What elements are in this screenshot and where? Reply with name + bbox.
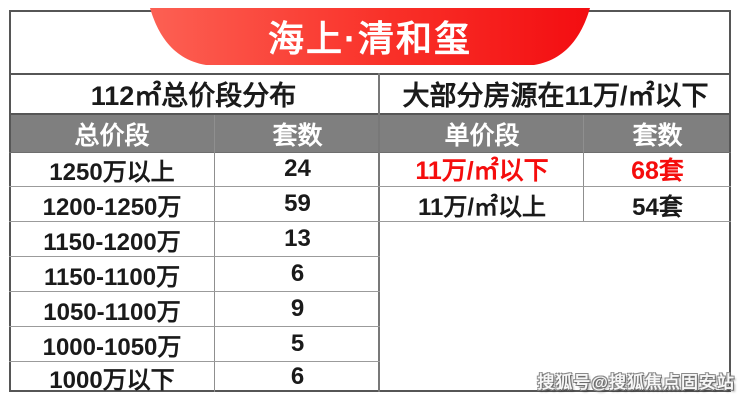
right-header-unit-price: 单价段 <box>444 121 520 150</box>
right-table-body: 11万/㎡以下 68套 11万/㎡以上 54套 <box>380 152 731 222</box>
unit-count: 9 <box>290 295 305 322</box>
left-table-header: 总价段 套数 <box>9 115 380 152</box>
unit-count: 13 <box>284 225 311 252</box>
price-range: 1250万以上 <box>49 158 175 186</box>
left-header-price-range: 总价段 <box>74 121 150 150</box>
unit-count: 6 <box>290 260 305 287</box>
right-panel-title: 大部分房源在11万/㎡以下 <box>402 80 709 111</box>
right-column-divider <box>583 115 584 222</box>
left-panel-title: 112㎡总价段分布 <box>90 80 297 111</box>
table-row-highlighted: 11万/㎡以下 68套 <box>380 152 731 187</box>
header-gray-band <box>11 115 729 152</box>
price-range: 1000-1050万 <box>42 333 182 361</box>
table-row: 11万/㎡以上 54套 <box>380 187 731 222</box>
table-row: 1000万以下 6 <box>9 362 380 394</box>
right-table-header: 单价段 套数 <box>380 115 731 152</box>
table-row: 1250万以上 24 <box>9 152 380 187</box>
banner-ribbon-shape <box>150 8 590 65</box>
unit-count: 68套 <box>631 157 684 185</box>
unit-price-range: 11万/㎡以上 <box>417 193 547 221</box>
price-range: 1050-1100万 <box>43 298 181 326</box>
panel-divider <box>378 73 380 392</box>
table-row: 1000-1050万 5 <box>9 327 380 362</box>
table-row: 1150-1100万 6 <box>9 257 380 292</box>
price-range: 1150-1100万 <box>43 263 181 291</box>
project-title: 海上·清和玺 <box>268 18 472 59</box>
unit-count: 5 <box>290 330 305 357</box>
left-header-unit-count: 套数 <box>272 121 323 150</box>
table-top-border <box>9 73 731 75</box>
unit-count: 54套 <box>632 193 683 221</box>
unit-count: 24 <box>284 155 311 182</box>
left-table-body: 1250万以上 24 1200-1250万 59 1150-1200万 13 1… <box>9 152 380 394</box>
right-header-unit-count: 套数 <box>632 121 683 150</box>
left-column-divider <box>214 115 215 392</box>
price-range: 1200-1250万 <box>42 193 182 221</box>
title-row-divider <box>9 113 731 115</box>
table-row: 1150-1200万 13 <box>9 222 380 257</box>
sohu-watermark: 搜狐号@搜狐焦点固安站 <box>537 373 735 392</box>
title-banner: 海上·清和玺 <box>150 8 590 66</box>
unit-price-range: 11万/㎡以下 <box>415 157 549 185</box>
unit-count: 59 <box>284 190 311 217</box>
header-row-divider <box>9 152 731 153</box>
table-row: 1050-1100万 9 <box>9 292 380 327</box>
price-range: 1000万以下 <box>49 366 175 394</box>
unit-count: 6 <box>290 363 305 390</box>
price-range: 1150-1200万 <box>43 228 181 256</box>
table-row: 1200-1250万 59 <box>9 187 380 222</box>
